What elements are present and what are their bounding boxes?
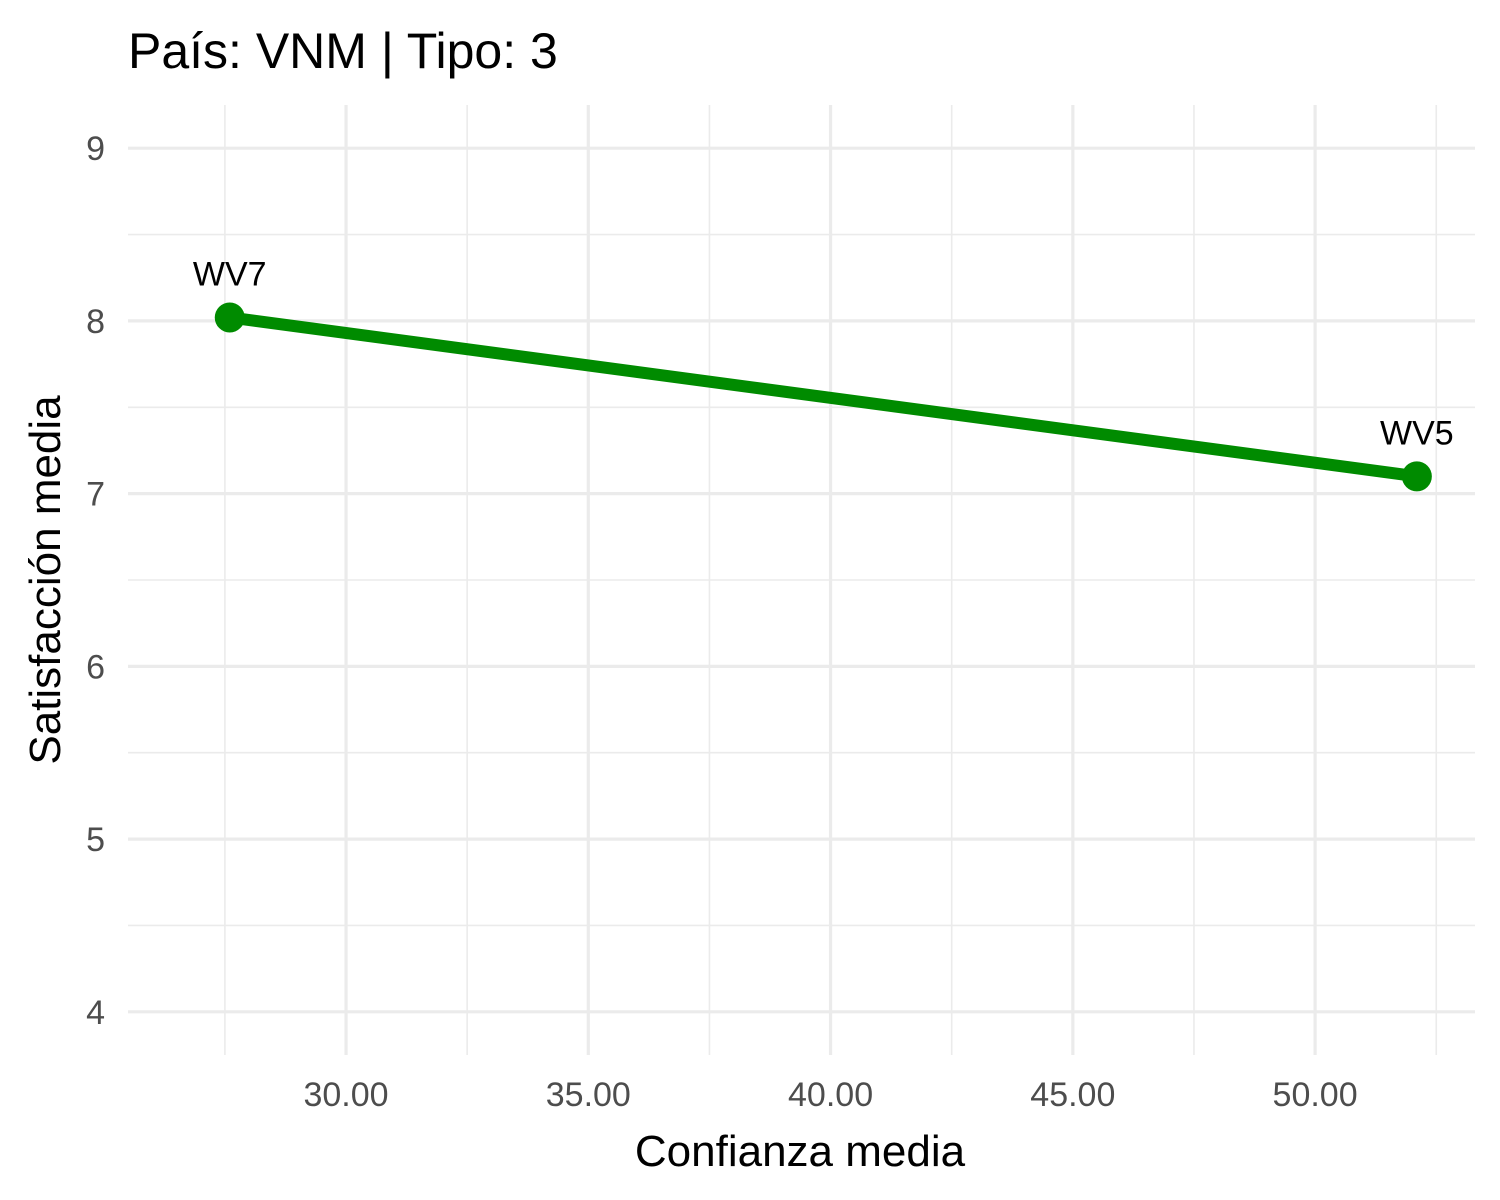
grid	[128, 105, 1475, 1055]
x-tick-label: 40.00	[788, 1076, 873, 1114]
y-tick-label: 8	[86, 303, 105, 341]
y-tick-label: 4	[86, 994, 105, 1032]
y-axis-title: Satisfacción media	[21, 395, 70, 765]
x-tick-label: 45.00	[1030, 1076, 1115, 1114]
data-point-label: WV5	[1380, 414, 1454, 452]
data-point	[214, 302, 245, 333]
x-tick-label: 35.00	[546, 1076, 631, 1114]
x-axis-title: Confianza media	[635, 1127, 966, 1176]
data-point	[1401, 461, 1432, 492]
x-tick-label: 50.00	[1273, 1076, 1358, 1114]
y-tick-label: 6	[86, 648, 105, 686]
data-point-label: WV7	[193, 255, 267, 293]
series-line-segment	[223, 311, 1423, 483]
series-layer: WV7 WV5	[193, 255, 1454, 492]
x-tick-label: 30.00	[303, 1076, 388, 1114]
y-tick-label: 9	[86, 130, 105, 168]
y-tick-label: 5	[86, 821, 105, 859]
y-tick-label: 7	[86, 476, 105, 514]
y-axis-ticks: 4 5 6 7 8 9	[86, 130, 105, 1032]
chart-title: País: VNM | Tipo: 3	[128, 23, 558, 79]
x-axis-ticks: 30.00 35.00 40.00 45.00 50.00	[303, 1076, 1357, 1114]
